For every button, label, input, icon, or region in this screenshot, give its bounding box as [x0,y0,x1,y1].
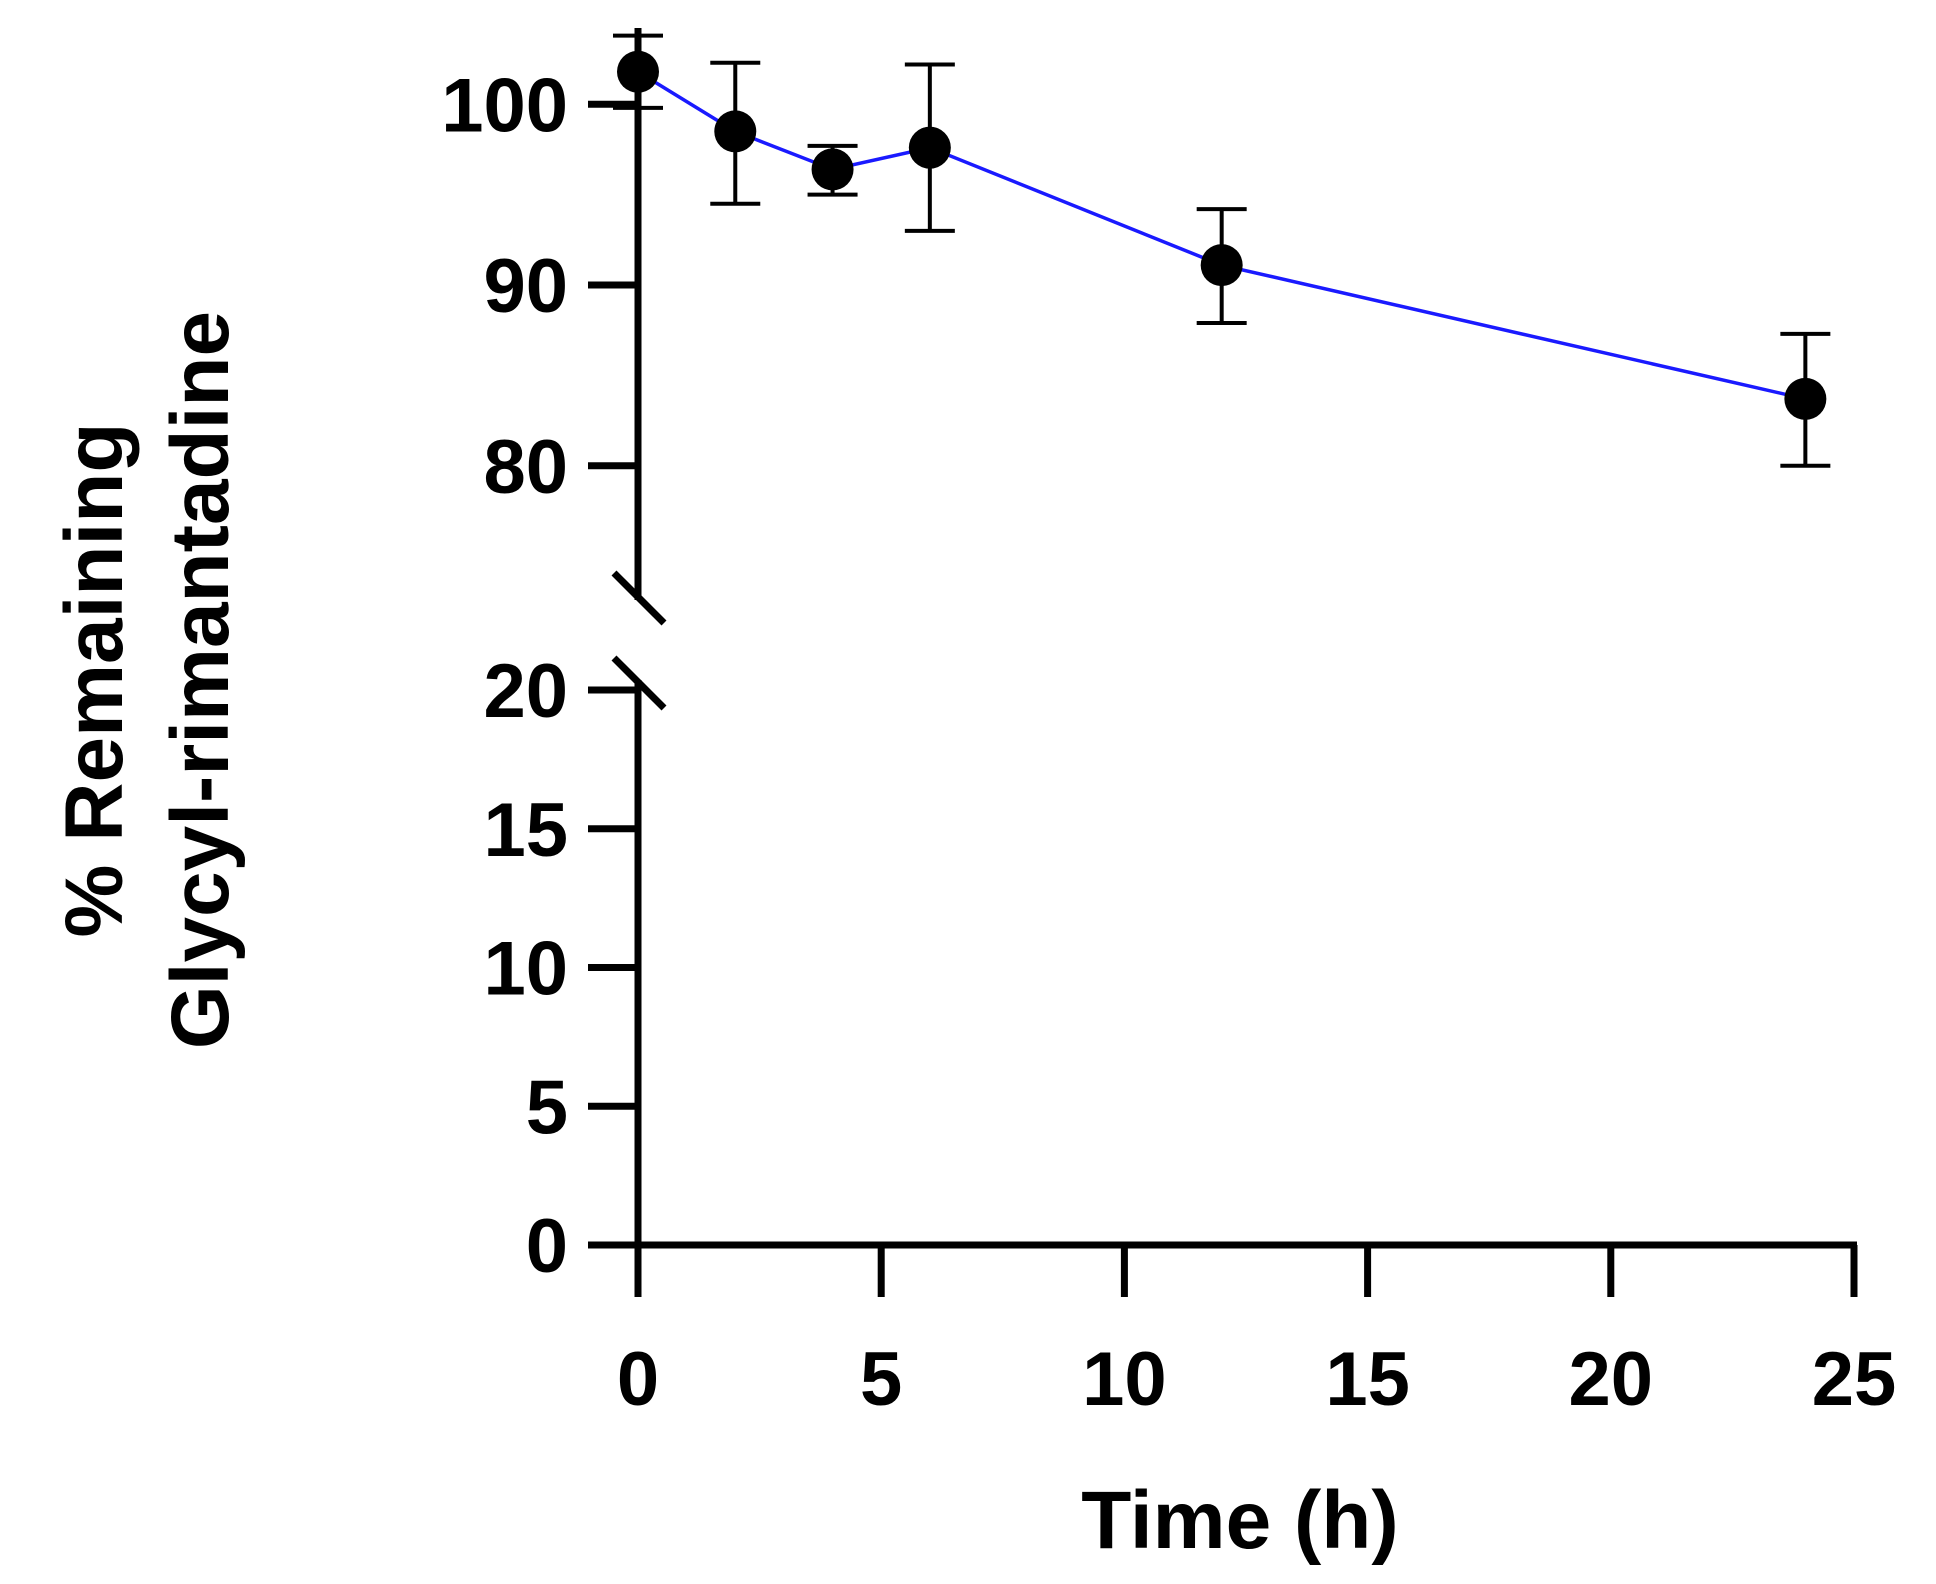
y-axis-title-line-2: Glycyl-rimantadine [155,311,246,1049]
x-axis-title: Time (h) [1081,1475,1398,1566]
axis-break-mark-lower [611,655,667,711]
axis-break-mark-upper [611,570,667,626]
data-point [1200,244,1243,287]
y-axis-title: % Remaining Glycyl-rimantadine [49,311,246,1049]
ticks: 0 5 10 15 20 25 0 5 10 15 20 80 90 100 [441,63,1896,1422]
y-tick-label: 5 [526,1065,568,1150]
y-tick-label: 0 [526,1204,568,1289]
x-tick-label: 25 [1812,1337,1897,1422]
series [613,33,1831,468]
y-tick-label: 90 [483,244,568,329]
y-tick-label: 80 [483,425,568,510]
data-point [714,110,757,153]
y-tick-label: 15 [483,788,568,873]
data-point [1784,377,1827,420]
y-tick-label: 20 [483,649,568,734]
x-tick-label: 5 [860,1337,902,1422]
data-point [811,148,854,191]
x-tick-label: 0 [617,1337,659,1422]
x-tick-label: 10 [1082,1337,1167,1422]
y-tick-label: 100 [441,63,568,148]
data-point [617,50,659,93]
axes [588,28,1857,1297]
y-axis-title-line-1: % Remaining [49,423,140,938]
data-point [908,126,951,169]
x-tick-label: 15 [1325,1337,1410,1422]
x-tick-label: 20 [1569,1337,1654,1422]
y-tick-label: 10 [483,927,568,1012]
